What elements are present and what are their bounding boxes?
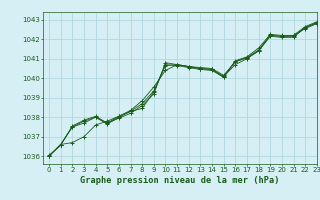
X-axis label: Graphe pression niveau de la mer (hPa): Graphe pression niveau de la mer (hPa): [80, 176, 280, 185]
